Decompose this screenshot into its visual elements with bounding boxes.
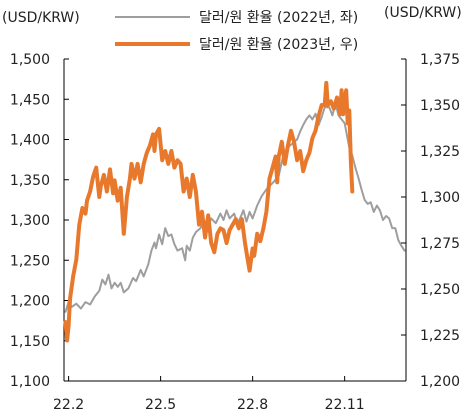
- left-tick-label: 1,400: [10, 133, 50, 149]
- right-tick-label: 1,325: [420, 144, 460, 160]
- series-line-2022: [64, 102, 406, 313]
- right-tick-label: 1,250: [420, 282, 460, 298]
- x-tick-label: 22.5: [145, 397, 176, 413]
- series-line-2023: [63, 80, 355, 343]
- left-tick-label: 1,300: [10, 213, 50, 229]
- x-axis-ticks: 22.2 22.5 22.8 22.11: [53, 376, 365, 413]
- left-tick-label: 1,450: [10, 92, 50, 108]
- legend: 달러/원 환율 (2022년, 좌) 달러/원 환율 (2023년, 우): [115, 10, 358, 53]
- x-tick-label: 22.2: [53, 397, 84, 413]
- right-tick-label: 1,350: [420, 98, 460, 114]
- right-axis-unit: (USD/KRW): [384, 5, 462, 21]
- left-axis-unit: (USD/KRW): [2, 10, 80, 26]
- legend-label-2023: 달러/원 환율 (2023년, 우): [199, 37, 358, 53]
- left-tick-label: 1,350: [10, 173, 50, 189]
- left-tick-label: 1,100: [10, 374, 50, 390]
- right-axis-ticks: 1,375 1,350 1,325 1,300 1,275 1,250 1,225 1,200: [401, 52, 460, 390]
- right-tick-label: 1,225: [420, 328, 460, 344]
- right-tick-label: 1,375: [420, 52, 460, 68]
- left-tick-label: 1,500: [10, 52, 50, 68]
- right-tick-label: 1,275: [420, 236, 460, 252]
- left-axis-ticks: 1,500 1,450 1,400 1,350 1,300 1,250 1,200 1,150…: [10, 52, 69, 390]
- x-tick-label: 22.11: [325, 397, 365, 413]
- left-tick-label: 1,250: [10, 253, 50, 269]
- x-tick-label: 22.8: [237, 397, 268, 413]
- left-tick-label: 1,200: [10, 294, 50, 310]
- right-tick-label: 1,200: [420, 374, 460, 390]
- series-layer: [63, 80, 406, 343]
- right-tick-label: 1,300: [420, 190, 460, 206]
- legend-label-2022: 달러/원 환율 (2022년, 좌): [199, 10, 358, 26]
- left-tick-label: 1,150: [10, 334, 50, 350]
